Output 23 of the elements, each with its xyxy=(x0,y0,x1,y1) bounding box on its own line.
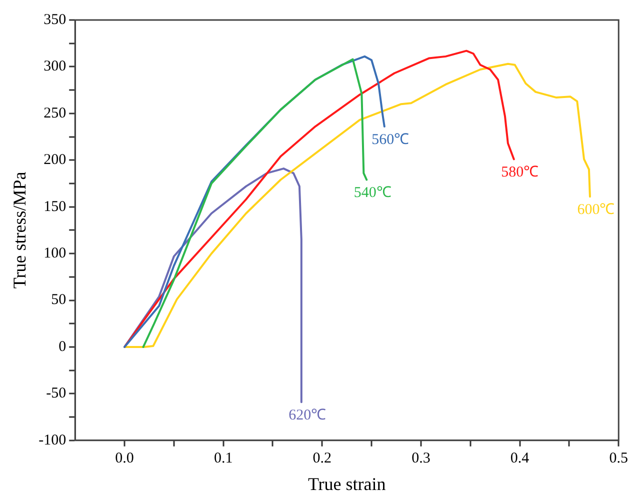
series-label: 620℃ xyxy=(288,408,326,424)
y-tick-label: -100 xyxy=(38,432,66,448)
series-label: 600℃ xyxy=(577,202,615,218)
y-tick-label: -50 xyxy=(46,386,66,402)
y-tick-label: 300 xyxy=(44,58,66,75)
y-tick-label: 200 xyxy=(44,152,66,168)
y-tick-label: 250 xyxy=(44,105,66,122)
series-label: 560℃ xyxy=(372,132,410,148)
y-tick-label: 0 xyxy=(58,338,66,355)
x-axis-title: True strain xyxy=(308,474,386,494)
series-label: 580℃ xyxy=(501,164,539,181)
x-tick-label: 0.3 xyxy=(412,450,430,466)
series-label: 540℃ xyxy=(354,185,392,202)
x-tick-label: 0.0 xyxy=(115,450,134,466)
y-tick-label: 350 xyxy=(44,12,66,28)
y-tick-label: 100 xyxy=(44,245,66,262)
x-tick-label: 0.4 xyxy=(510,450,530,466)
y-tick-label: 150 xyxy=(44,198,66,215)
y-tick-label: 50 xyxy=(51,292,66,308)
x-tick-label: 0.2 xyxy=(312,450,332,466)
y-axis-title: True stress/MPa xyxy=(10,172,30,289)
x-tick-label: 0.1 xyxy=(214,450,233,466)
x-tick-label: 0.5 xyxy=(609,450,628,466)
